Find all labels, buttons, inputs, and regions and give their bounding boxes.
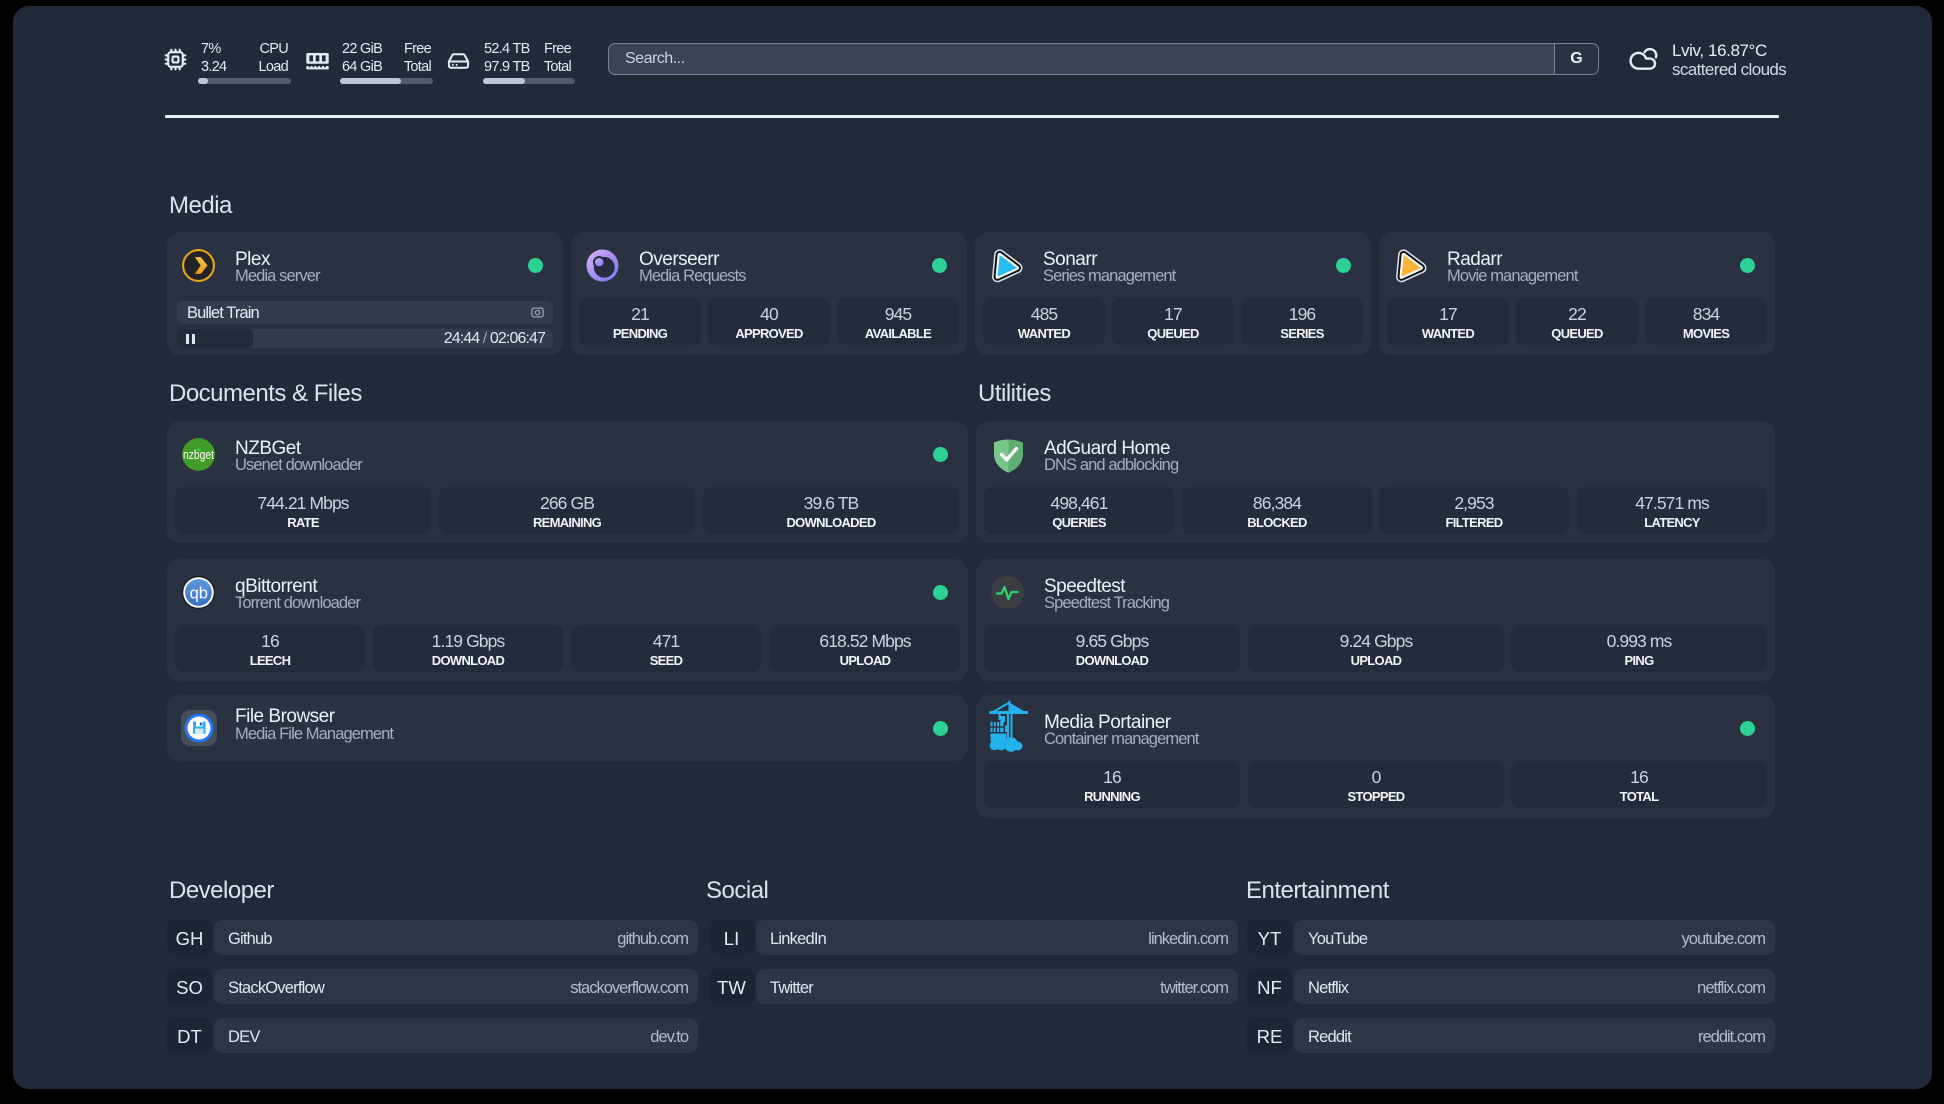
svg-text:qb: qb [190,584,208,602]
svg-text:nzbget: nzbget [183,448,214,462]
